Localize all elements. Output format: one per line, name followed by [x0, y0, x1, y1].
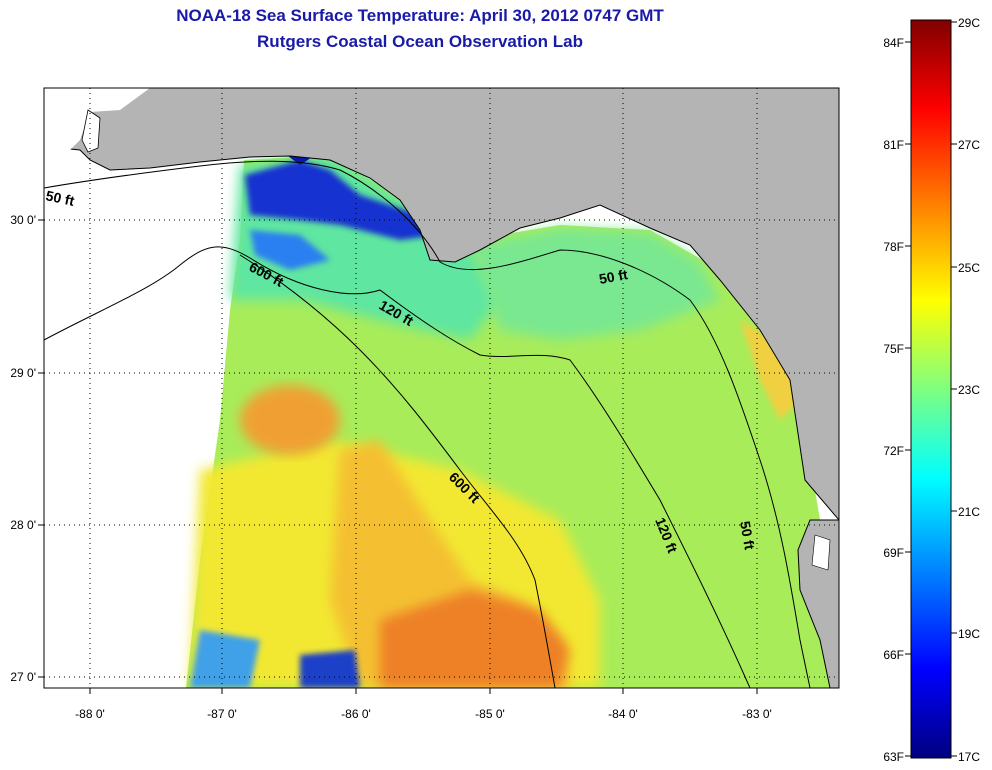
colorbar-f-label: 72F: [883, 444, 904, 458]
land: [44, 88, 839, 688]
colorbar-f-label: 66F: [883, 648, 904, 662]
contour-label: 50 ft: [598, 266, 629, 287]
colorbar-c-label: 21C: [958, 505, 980, 519]
colorbar-f-label: 81F: [883, 138, 904, 152]
colorbar-c-label: 19C: [958, 627, 980, 641]
contour-600ft: [239, 254, 556, 688]
lat-tick-label: 28 0': [10, 518, 36, 532]
contour-label: 50 ft: [737, 520, 758, 551]
colorbar-f-label: 75F: [883, 342, 904, 356]
lon-tick-label: -88 0': [75, 707, 105, 721]
map-frame: [43, 87, 840, 689]
lat-tick-label: 29 0': [10, 366, 36, 380]
colorbar-ticks: [905, 21, 957, 757]
lon-tick-label: -86 0': [341, 707, 371, 721]
map-area: [44, 88, 839, 688]
depth-contours: [44, 160, 811, 688]
lat-tick-label: 30 0': [10, 213, 36, 227]
map-subtitle: Rutgers Coastal Ocean Observation Lab: [257, 32, 583, 51]
lon-labels: -88 0' -87 0' -86 0' -85 0' -84 0' -83 0…: [75, 707, 772, 721]
contour-50ft: [44, 160, 811, 688]
sst-swath: [186, 142, 839, 688]
colorbar-f-label: 63F: [883, 750, 904, 764]
map-title: NOAA-18 Sea Surface Temperature: April 3…: [176, 6, 664, 25]
lon-tick-label: -87 0': [207, 707, 237, 721]
colorbar-c-label: 17C: [958, 750, 980, 764]
lon-tick-label: -84 0': [608, 707, 638, 721]
colorbar-f-label: 78F: [883, 240, 904, 254]
lon-tick-label: -85 0': [475, 707, 505, 721]
lat-tick-label: 27 0': [10, 670, 36, 684]
colorbar-gradient: [910, 19, 952, 759]
colorbar-f-label: 84F: [883, 36, 904, 50]
lat-labels: 30 0' 29 0' 28 0' 27 0': [10, 213, 36, 684]
colorbar-c-label: 27C: [958, 138, 980, 152]
axis-ticks: [38, 219, 758, 694]
colorbar-c-label: 25C: [958, 261, 980, 275]
graticule: [44, 88, 839, 688]
colorbar-f-label: 69F: [883, 546, 904, 560]
contour-120ft: [44, 246, 751, 688]
contour-label: 50 ft: [44, 187, 76, 209]
colorbar-c-label: 29C: [958, 16, 980, 30]
lon-tick-label: -83 0': [742, 707, 772, 721]
colorbar: 84F 81F 78F 75F 72F 69F 66F 63F 29C 27C …: [883, 16, 980, 764]
colorbar-c-label: 23C: [958, 383, 980, 397]
